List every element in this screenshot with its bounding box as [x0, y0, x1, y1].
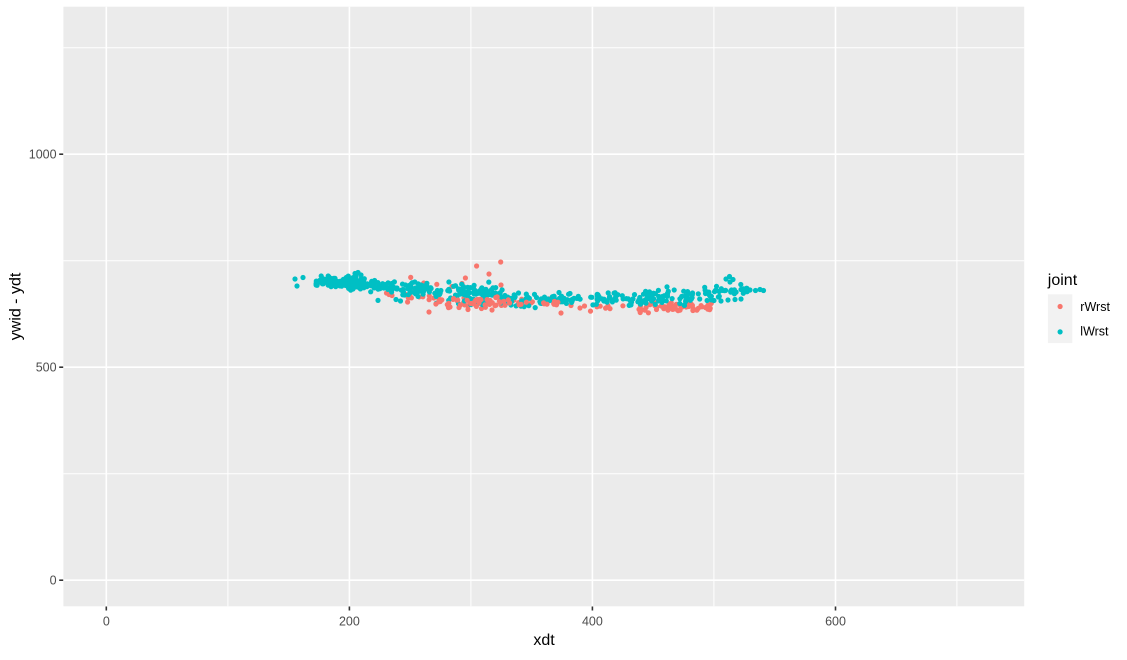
svg-text:500: 500	[36, 361, 57, 375]
svg-text:xdt: xdt	[533, 632, 555, 649]
svg-text:ywid - ydt: ywid - ydt	[7, 272, 24, 340]
svg-text:200: 200	[339, 614, 360, 628]
svg-text:0: 0	[50, 574, 57, 588]
svg-text:lWrst: lWrst	[1080, 324, 1109, 338]
svg-text:joint: joint	[1047, 272, 1078, 289]
svg-text:600: 600	[825, 614, 846, 628]
svg-text:1000: 1000	[29, 148, 57, 162]
svg-text:rWrst: rWrst	[1080, 300, 1110, 314]
svg-text:400: 400	[582, 614, 603, 628]
svg-text:0: 0	[103, 614, 110, 628]
